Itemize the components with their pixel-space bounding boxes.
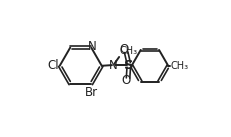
Text: O: O — [119, 43, 128, 56]
Text: CH₃: CH₃ — [119, 46, 137, 56]
Text: Cl: Cl — [47, 59, 59, 72]
Text: Br: Br — [85, 86, 98, 99]
Text: S: S — [124, 59, 133, 72]
Text: N: N — [108, 59, 117, 72]
Text: CH₃: CH₃ — [170, 61, 188, 71]
Text: N: N — [87, 40, 96, 53]
Text: O: O — [121, 75, 130, 88]
